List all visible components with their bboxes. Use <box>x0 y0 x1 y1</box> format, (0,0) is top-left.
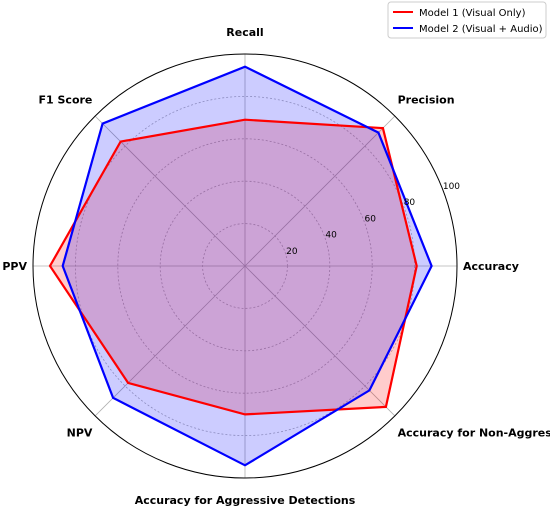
legend-label-model-2: Model 2 (Visual + Audio) <box>419 24 543 35</box>
label-layer: 20 40 60 80 100 Accuracy Precision Recall F1 Sco… <box>2 26 550 507</box>
axis-label-accuracy-for-aggressive-detections: Accuracy for Aggressive Detections <box>135 494 356 507</box>
axis-label-f1-score: F1 Score <box>39 93 93 106</box>
axis-label-precision: Precision <box>398 93 455 106</box>
legend-frame <box>387 1 547 39</box>
legend: Model 1 (Visual Only) Model 2 (Visual + … <box>387 1 547 39</box>
axis-label-accuracy-for-non-aggressive-detections: Accuracy for Non-Aggressive Detections <box>398 427 550 440</box>
grid-spoke-npv <box>94 265 246 417</box>
grid-layer <box>33 54 457 478</box>
radial-tick-label: 40 <box>325 231 337 241</box>
polar-frame <box>32 53 458 479</box>
axis-label-ppv: PPV <box>2 260 27 273</box>
grid-spoke-precision <box>244 115 396 267</box>
radial-tick-label: 100 <box>443 182 460 192</box>
series-fill-model-1 <box>50 119 417 415</box>
radial-tick-label: 20 <box>286 247 298 257</box>
series-fill-model-2 <box>62 66 432 466</box>
outline-layer <box>32 53 458 479</box>
axis-label-accuracy: Accuracy <box>463 260 519 273</box>
series-line-model-2 <box>61 65 433 467</box>
axis-label-recall: Recall <box>226 26 263 39</box>
radial-tick-label: 60 <box>365 214 377 224</box>
radial-tick-label: 80 <box>404 198 416 208</box>
legend-label-model-1: Model 1 (Visual Only) <box>419 8 526 19</box>
axis-label-npv: NPV <box>67 427 93 440</box>
series-layer <box>48 65 433 467</box>
